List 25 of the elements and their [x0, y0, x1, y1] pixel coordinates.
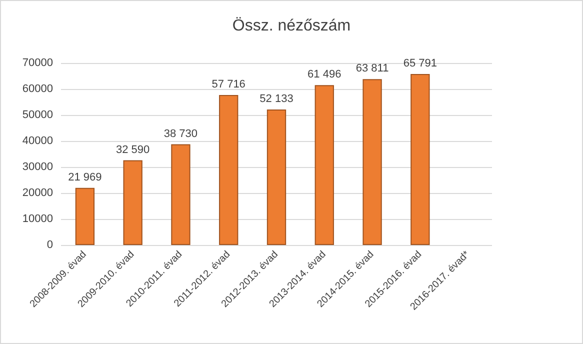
data-label: 61 496 [308, 68, 342, 81]
y-tick-label: 60000 [22, 83, 53, 95]
data-label: 63 811 [356, 62, 389, 75]
bar [266, 109, 286, 245]
bar [171, 144, 190, 245]
y-tick-label: 20000 [22, 187, 53, 199]
bar [123, 160, 142, 245]
y-tick-label: 0 [46, 239, 53, 251]
data-label: 38 730 [164, 128, 198, 140]
y-tick-label: 10000 [22, 213, 53, 225]
data-label: 57 716 [212, 78, 246, 90]
chart-title: Össz. nézőszám [232, 16, 351, 34]
bar [410, 74, 430, 245]
bar [362, 79, 382, 245]
y-tick-label: 50000 [22, 109, 53, 121]
y-tick-label: 30000 [22, 161, 53, 173]
data-label: 21 969 [68, 171, 102, 184]
data-label: 32 590 [116, 144, 150, 156]
bar [219, 94, 238, 245]
y-tick-label: 70000 [22, 57, 53, 69]
bar [314, 85, 334, 245]
bar [75, 188, 95, 245]
data-label: 52 133 [260, 92, 294, 105]
data-label: 65 791 [403, 57, 437, 70]
y-tick-label: 40000 [22, 135, 53, 147]
